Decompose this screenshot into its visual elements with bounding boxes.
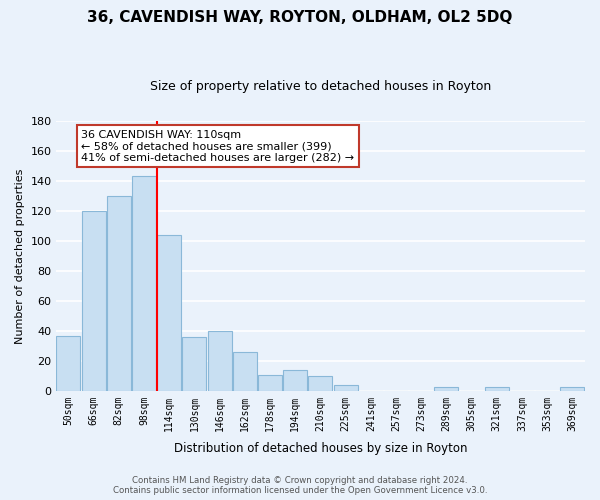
Bar [434,387,458,392]
Text: 36 CAVENDISH WAY: 110sqm
← 58% of detached houses are smaller (399)
41% of semi-: 36 CAVENDISH WAY: 110sqm ← 58% of detach… [81,130,354,163]
Title: Size of property relative to detached houses in Royton: Size of property relative to detached ho… [150,80,491,93]
Y-axis label: Number of detached properties: Number of detached properties [15,168,25,344]
Bar [107,196,131,392]
Bar [208,332,232,392]
Text: Contains HM Land Registry data © Crown copyright and database right 2024.
Contai: Contains HM Land Registry data © Crown c… [113,476,487,495]
Bar [56,336,80,392]
Bar [334,386,358,392]
Bar [258,375,282,392]
Bar [182,338,206,392]
Text: 36, CAVENDISH WAY, ROYTON, OLDHAM, OL2 5DQ: 36, CAVENDISH WAY, ROYTON, OLDHAM, OL2 5… [88,10,512,25]
Bar [132,176,156,392]
Bar [233,352,257,392]
Bar [485,387,509,392]
Bar [308,376,332,392]
Bar [560,387,584,392]
Bar [157,235,181,392]
Bar [82,211,106,392]
Bar [283,370,307,392]
X-axis label: Distribution of detached houses by size in Royton: Distribution of detached houses by size … [173,442,467,455]
